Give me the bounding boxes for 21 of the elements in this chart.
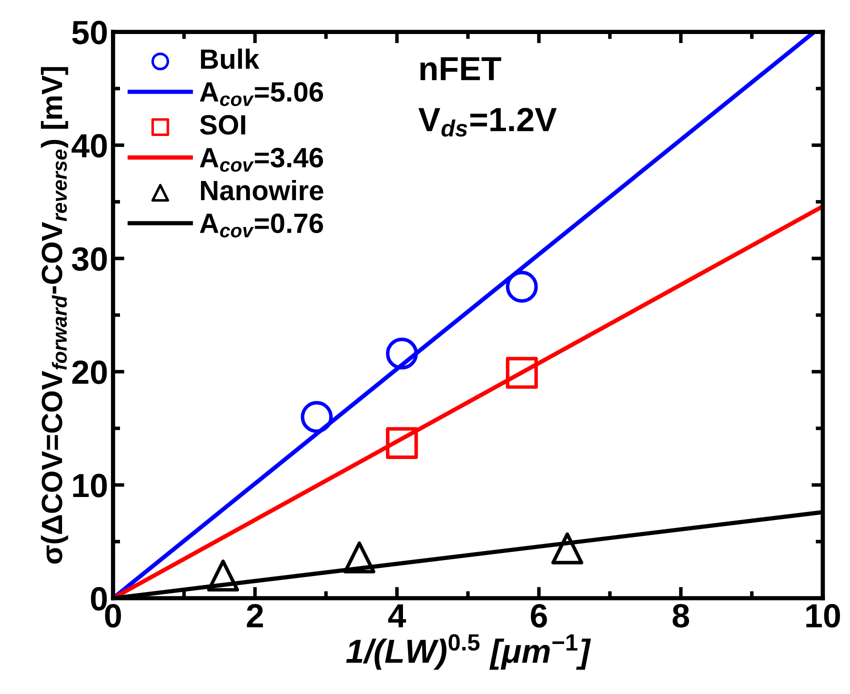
y-tick-label: 10 <box>73 474 107 498</box>
legend-label: A$_{cov}$=3.46 <box>200 148 323 172</box>
y-tick-label: 0 <box>90 587 107 611</box>
legend-label: A$_{cov}$=5.06 <box>200 82 323 106</box>
y-tick-label: 30 <box>72 247 107 271</box>
x-tick-label: 8 <box>672 604 690 628</box>
x-tick-label: 4 <box>388 604 406 628</box>
y-tick-label: 20 <box>72 360 107 384</box>
y-tick-label: 50 <box>72 20 107 44</box>
annotation: nFET <box>420 57 502 80</box>
legend-label: A$_{cov}$=0.76 <box>200 213 323 238</box>
y-axis-title: σ(ΔCOV=COV$_{forward}$-COV$_{reverse}$) [mV] <box>40 67 68 564</box>
x-tick-label: 10 <box>806 604 840 628</box>
annotation: V$_{ds}$=1.2V <box>418 108 557 137</box>
legend-label: Nanowire <box>201 180 324 200</box>
x-tick-label: 2 <box>246 604 263 628</box>
legend-label: Bulk <box>201 48 260 69</box>
y-tick-label: 40 <box>72 134 107 158</box>
x-axis-title: 1/(LW)$^{0.5}$ [μm$^{−1}$] <box>346 634 591 670</box>
legend-label: SOI <box>200 115 246 135</box>
x-tick-label: 6 <box>530 604 547 628</box>
